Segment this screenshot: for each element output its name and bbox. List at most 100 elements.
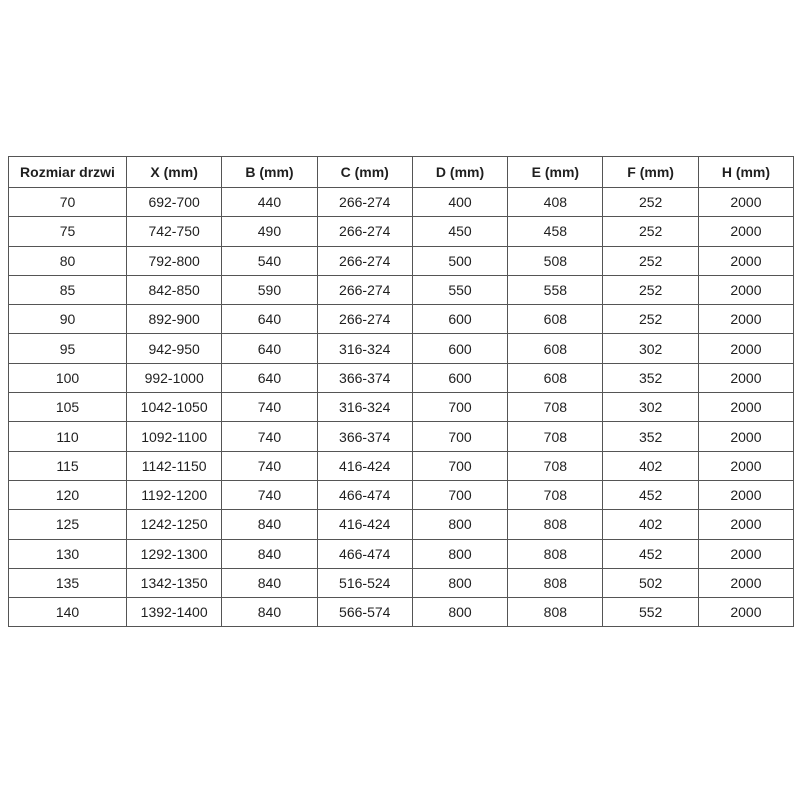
table-row: 115 1142-1150 740 416-424 700 708 402 2000 [8,450,795,481]
table-cell: 2000 [697,392,795,423]
table-row: 80 792-800 540 266-274 500 508 252 2000 [8,245,795,276]
table-cell: 490 [221,216,318,247]
table-cell: 840 [221,567,318,599]
table-cell: 316-324 [316,333,413,364]
table-cell: 708 [507,421,604,452]
table-cell: 708 [507,450,604,481]
table-row: 135 1342-1350 840 516-524 800 808 502 2000 [8,567,795,599]
table-cell: 1092-1100 [125,421,223,452]
door-size-table: Rozmiar drzwi X (mm) B (mm) C (mm) D (mm) E (… [8,156,795,628]
table-cell: 1042-1050 [125,392,223,423]
table-cell: 458 [507,216,604,247]
table-cell: 125 [8,509,127,540]
table-body: 70 692-700 440 266-274 400 408 252 2000 75 742-75… [8,186,795,628]
table-cell: 708 [507,392,604,423]
table-cell: 2000 [697,274,795,306]
table-cell: 402 [602,450,699,481]
table-cell: 840 [221,597,318,628]
table-cell: 640 [221,333,318,364]
table-cell: 1392-1400 [125,597,223,628]
table-cell: 2000 [697,362,795,394]
table-cell: 440 [221,186,318,218]
table-cell: 70 [8,186,127,218]
table-row: 75 742-750 490 266-274 450 458 252 2000 [8,216,795,247]
column-header: D (mm) [411,156,509,188]
table-cell: 502 [602,567,699,599]
table-cell: 590 [221,274,318,306]
table-cell: 140 [8,597,127,628]
table-cell: 992-1000 [125,362,223,394]
table-cell: 808 [507,567,604,599]
table-cell: 640 [221,304,318,335]
table-row: 85 842-850 590 266-274 550 558 252 2000 [8,274,795,306]
table-cell: 110 [8,421,127,452]
table-cell: 566-574 [316,597,413,628]
table-cell: 550 [411,274,509,306]
table-cell: 840 [221,509,318,540]
table-cell: 808 [507,597,604,628]
table-cell: 352 [602,362,699,394]
table-cell: 130 [8,538,127,569]
table-cell: 740 [221,450,318,481]
table-cell: 600 [411,362,509,394]
table-cell: 2000 [697,304,795,335]
header-row: Rozmiar drzwi X (mm) B (mm) C (mm) D (mm) E (… [8,156,795,188]
table-cell: 2000 [697,567,795,599]
table-cell: 1342-1350 [125,567,223,599]
table-cell: 95 [8,333,127,364]
table-cell: 608 [507,333,604,364]
table-cell: 500 [411,245,509,276]
table-cell: 416-424 [316,509,413,540]
table-row: 100 992-1000 640 366-374 600 608 352 2000 [8,362,795,394]
table-cell: 466-474 [316,538,413,569]
table-cell: 2000 [697,216,795,247]
table-cell: 808 [507,538,604,569]
table-cell: 2000 [697,186,795,218]
table-cell: 516-524 [316,567,413,599]
table-cell: 402 [602,509,699,540]
table-row: 95 942-950 640 316-324 600 608 302 2000 [8,333,795,364]
table-cell: 740 [221,392,318,423]
column-header: F (mm) [602,156,699,188]
table-cell: 842-850 [125,274,223,306]
table-cell: 366-374 [316,421,413,452]
table-row: 130 1292-1300 840 466-474 800 808 452 2000 [8,538,795,569]
table-cell: 416-424 [316,450,413,481]
table-cell: 100 [8,362,127,394]
column-header: Rozmiar drzwi [8,156,127,188]
table-cell: 608 [507,304,604,335]
table-cell: 2000 [697,479,795,511]
table-cell: 2000 [697,597,795,628]
table-cell: 558 [507,274,604,306]
table-cell: 808 [507,509,604,540]
table-cell: 252 [602,304,699,335]
table-cell: 408 [507,186,604,218]
table-cell: 266-274 [316,304,413,335]
table-cell: 266-274 [316,245,413,276]
table-cell: 352 [602,421,699,452]
table-cell: 700 [411,479,509,511]
table-cell: 135 [8,567,127,599]
table-cell: 1242-1250 [125,509,223,540]
table-cell: 316-324 [316,392,413,423]
table-cell: 742-750 [125,216,223,247]
table-cell: 1142-1150 [125,450,223,481]
table-cell: 90 [8,304,127,335]
table-cell: 452 [602,538,699,569]
table-cell: 600 [411,333,509,364]
table-cell: 508 [507,245,604,276]
table-cell: 115 [8,450,127,481]
table-row: 70 692-700 440 266-274 400 408 252 2000 [8,186,795,218]
table-cell: 452 [602,479,699,511]
table-cell: 450 [411,216,509,247]
table-cell: 2000 [697,509,795,540]
table-row: 105 1042-1050 740 316-324 700 708 302 2000 [8,392,795,423]
table-cell: 2000 [697,245,795,276]
table-cell: 800 [411,509,509,540]
table-cell: 302 [602,333,699,364]
table-row: 90 892-900 640 266-274 600 608 252 2000 [8,304,795,335]
table-cell: 700 [411,421,509,452]
table-cell: 105 [8,392,127,423]
table-cell: 740 [221,479,318,511]
table-cell: 2000 [697,450,795,481]
